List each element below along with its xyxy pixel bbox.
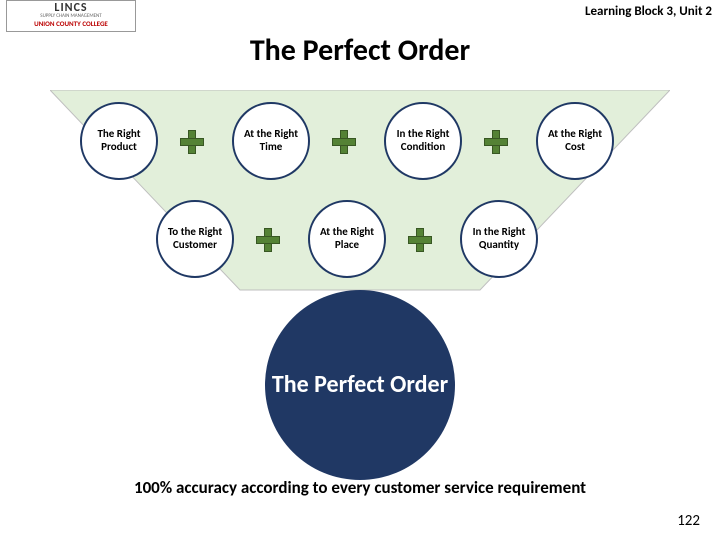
circle-right-condition: In the Right Condition [384,102,462,180]
page-title: The Perfect Order [0,32,720,69]
header-text: Learning Block 3, Unit 2 [585,4,712,19]
circle-right-cost: At the Right Cost [536,102,614,180]
circle-right-customer: To the Right Customer [156,200,234,278]
plus-icon [332,130,354,152]
plus-icon [408,228,430,250]
circle-label: At the Right Place [314,226,380,251]
circle-label: The Right Product [86,128,152,153]
logo: LINCS SUPPLY CHAIN MANAGEMENT UNION COUN… [6,0,136,32]
circle-label: At the Right Time [238,128,304,153]
tagline: 100% accuracy according to every custome… [0,477,720,498]
circle-right-place: At the Right Place [308,200,386,278]
plus-icon [484,130,506,152]
circle-label: In the Right Quantity [466,226,532,251]
result-label: The Perfect Order [272,372,448,398]
circle-label: At the Right Cost [542,128,608,153]
diagram: The Right Product At the Right Time In t… [50,90,670,490]
plus-icon [256,228,278,250]
page-number: 122 [677,512,700,530]
circle-label: In the Right Condition [390,128,456,153]
circle-right-product: The Right Product [80,102,158,180]
circle-label: To the Right Customer [162,226,228,251]
circle-right-time: At the Right Time [232,102,310,180]
plus-icon [180,130,202,152]
circle-right-quantity: In the Right Quantity [460,200,538,278]
result-circle: The Perfect Order [265,290,455,480]
logo-line3: UNION COUNTY COLLEGE [7,20,135,27]
